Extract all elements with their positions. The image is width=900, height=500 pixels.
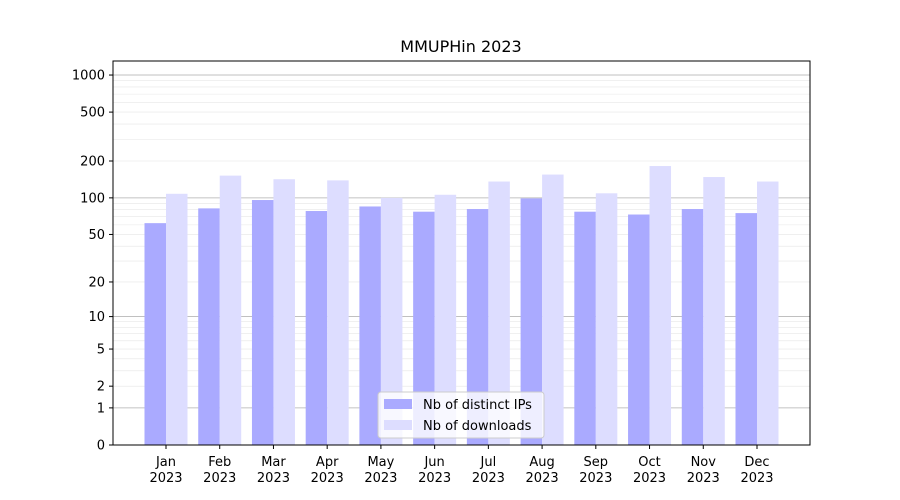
y-tick-label: 500 [80, 106, 105, 121]
bar-distinct-ips [735, 213, 757, 445]
bar-distinct-ips [144, 223, 166, 445]
x-tick-label: Mar [261, 455, 286, 470]
bar-distinct-ips [413, 211, 435, 445]
bars [144, 166, 779, 446]
y-tick-label: 5 [97, 343, 105, 358]
x-tick-label: Feb [208, 455, 231, 470]
y-tick-label: 10 [88, 310, 105, 325]
bar-downloads [219, 175, 242, 446]
x-tick-label: May [367, 455, 394, 470]
chart-title: MMUPHin 2023 [400, 37, 521, 56]
x-tick-label: Jan [155, 455, 176, 470]
x-tick-label: Dec [744, 455, 769, 470]
x-tick-label: Nov [691, 455, 717, 470]
bar-downloads [703, 177, 725, 445]
x-tick-label-year: 2023 [472, 471, 505, 486]
legend-swatch-downloads [384, 420, 412, 430]
axes: 01251020501002005001000Jan2023Feb2023Mar… [72, 60, 811, 486]
bar-downloads [380, 197, 403, 445]
x-tick-label-year: 2023 [311, 471, 344, 486]
x-tick-label: Oct [638, 455, 660, 470]
legend-swatch-distinct-ips [384, 399, 412, 409]
x-tick-label-year: 2023 [687, 471, 720, 486]
y-tick-label: 20 [88, 275, 105, 290]
bar-distinct-ips [305, 211, 328, 445]
x-tick-label: Jun [423, 455, 444, 470]
x-tick-label: Apr [316, 455, 339, 470]
bar-downloads [166, 193, 188, 445]
bar-distinct-ips [359, 206, 381, 445]
x-tick-label-year: 2023 [418, 471, 451, 486]
legend: Nb of distinct IPs Nb of downloads [377, 391, 545, 439]
bar-distinct-ips [628, 214, 650, 445]
bar-downloads [327, 180, 349, 445]
x-tick-label-year: 2023 [579, 471, 612, 486]
y-tick-label: 50 [88, 228, 105, 243]
bar-distinct-ips [574, 211, 596, 445]
y-tick-label: 100 [80, 191, 105, 206]
bar-downloads [434, 194, 457, 445]
y-tick-label: 1 [97, 401, 105, 416]
bar-distinct-ips [681, 209, 704, 445]
bar-downloads [757, 181, 779, 445]
legend-box [377, 391, 545, 439]
legend-label: Nb of downloads [423, 419, 532, 434]
bar-distinct-ips [520, 198, 543, 445]
bar-downloads [488, 181, 510, 445]
legend-label: Nb of distinct IPs [423, 398, 532, 413]
bar-downloads [649, 166, 672, 445]
y-tick-label: 200 [80, 155, 105, 170]
x-tick-label-year: 2023 [257, 471, 290, 486]
x-tick-label: Aug [529, 455, 554, 470]
bar-distinct-ips [466, 209, 489, 445]
bar-downloads [542, 174, 564, 445]
bar-distinct-ips [251, 200, 274, 445]
bar-downloads [595, 193, 618, 445]
y-tick-label: 0 [97, 439, 105, 454]
x-tick-label-year: 2023 [740, 471, 773, 486]
x-tick-label-year: 2023 [203, 471, 236, 486]
x-tick-label: Sep [584, 455, 609, 470]
y-tick-label: 2 [97, 380, 105, 395]
x-tick-label-year: 2023 [633, 471, 666, 486]
x-tick-label-year: 2023 [364, 471, 397, 486]
x-tick-label-year: 2023 [526, 471, 559, 486]
y-tick-label: 1000 [72, 69, 105, 84]
x-tick-label-year: 2023 [149, 471, 182, 486]
plot-frame [112, 60, 811, 446]
x-tick-label: Jul [480, 455, 497, 470]
bar-downloads [273, 179, 295, 445]
bar-distinct-ips [198, 208, 220, 445]
